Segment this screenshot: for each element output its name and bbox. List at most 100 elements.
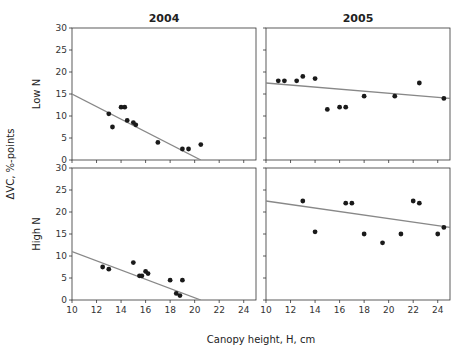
y-tick xyxy=(69,50,72,51)
y-tick xyxy=(263,94,266,95)
x-tick xyxy=(121,300,122,303)
point xyxy=(349,201,354,206)
y-tick-label: 15 xyxy=(56,89,67,99)
x-tick-label: 24 xyxy=(238,305,250,315)
y-tick xyxy=(69,160,72,161)
x-tick xyxy=(290,300,291,303)
x-tick-label: 16 xyxy=(140,305,152,315)
fit-line xyxy=(72,94,201,160)
x-tick-label: 18 xyxy=(358,305,370,315)
x-tick-label: 12 xyxy=(285,305,296,315)
y-tick-label: 30 xyxy=(56,163,68,173)
y-tick xyxy=(263,234,266,235)
y-tick-label: 5 xyxy=(61,133,67,143)
y-tick xyxy=(69,72,72,73)
point xyxy=(276,78,281,83)
y-tick xyxy=(69,168,72,169)
y-tick-label: 25 xyxy=(56,185,67,195)
x-tick xyxy=(413,160,414,163)
point xyxy=(343,201,348,206)
point xyxy=(313,76,318,81)
y-tick-label: 25 xyxy=(56,45,67,55)
point xyxy=(106,111,111,116)
x-tick xyxy=(145,300,146,303)
marks xyxy=(266,74,450,112)
point xyxy=(337,105,342,110)
x-tick xyxy=(194,160,195,163)
x-tick xyxy=(72,160,73,163)
point xyxy=(198,142,203,147)
y-tick-label: 15 xyxy=(56,229,67,239)
x-tick xyxy=(96,160,97,163)
point xyxy=(325,107,330,112)
y-tick xyxy=(263,212,266,213)
point xyxy=(106,267,111,272)
point xyxy=(131,260,136,265)
point xyxy=(110,125,115,130)
point xyxy=(362,94,367,99)
row-label: Low N xyxy=(31,79,42,109)
point xyxy=(168,278,173,283)
y-tick-label: 0 xyxy=(61,295,67,305)
y-tick xyxy=(263,50,266,51)
x-tick xyxy=(388,160,389,163)
x-tick-label: 20 xyxy=(383,305,395,315)
panel: 1012141618202224 xyxy=(260,168,450,315)
x-tick xyxy=(194,300,195,303)
x-tick xyxy=(339,160,340,163)
x-tick xyxy=(170,300,171,303)
point xyxy=(294,78,299,83)
panel xyxy=(263,28,450,163)
point xyxy=(180,147,185,152)
point xyxy=(417,201,422,206)
x-tick xyxy=(170,160,171,163)
x-tick-label: 10 xyxy=(66,305,78,315)
fit-line xyxy=(266,83,450,98)
point xyxy=(133,122,138,127)
y-tick xyxy=(263,138,266,139)
x-tick xyxy=(290,160,291,163)
x-tick xyxy=(145,160,146,163)
x-tick xyxy=(364,300,365,303)
point xyxy=(411,199,416,204)
x-tick xyxy=(437,160,438,163)
point xyxy=(140,273,145,278)
marks xyxy=(266,199,450,246)
y-tick xyxy=(69,278,72,279)
panel-title: 2005 xyxy=(343,12,374,25)
x-tick-label: 14 xyxy=(309,305,321,315)
x-tick xyxy=(364,160,365,163)
panel-title: 2004 xyxy=(149,12,180,25)
point xyxy=(343,105,348,110)
x-tick xyxy=(219,160,220,163)
y-tick xyxy=(69,300,72,301)
y-tick xyxy=(263,278,266,279)
x-tick-label: 12 xyxy=(91,305,102,315)
y-tick xyxy=(69,212,72,213)
x-tick-label: 10 xyxy=(260,305,272,315)
x-tick xyxy=(72,300,73,303)
y-tick xyxy=(263,168,266,169)
x-tick-label: 20 xyxy=(189,305,201,315)
plot-frame xyxy=(72,168,256,300)
y-tick xyxy=(263,190,266,191)
point xyxy=(392,94,397,99)
y-tick xyxy=(263,256,266,257)
point xyxy=(122,105,127,110)
y-tick-label: 10 xyxy=(56,251,68,261)
y-tick xyxy=(69,138,72,139)
plot-frame xyxy=(72,28,256,160)
chart: 0510152025302004Low NΔVC, %-points200510… xyxy=(0,0,459,353)
panel: 1012141618202224051015202530 xyxy=(56,163,256,315)
fit-line xyxy=(266,201,450,227)
panel: 051015202530 xyxy=(56,23,256,165)
y-tick xyxy=(69,94,72,95)
marks xyxy=(72,94,203,160)
point xyxy=(155,140,160,145)
plot-frame xyxy=(266,28,450,160)
point xyxy=(282,78,287,83)
x-tick xyxy=(388,300,389,303)
y-tick xyxy=(263,300,266,301)
plot-frame xyxy=(266,168,450,300)
point xyxy=(178,293,183,298)
